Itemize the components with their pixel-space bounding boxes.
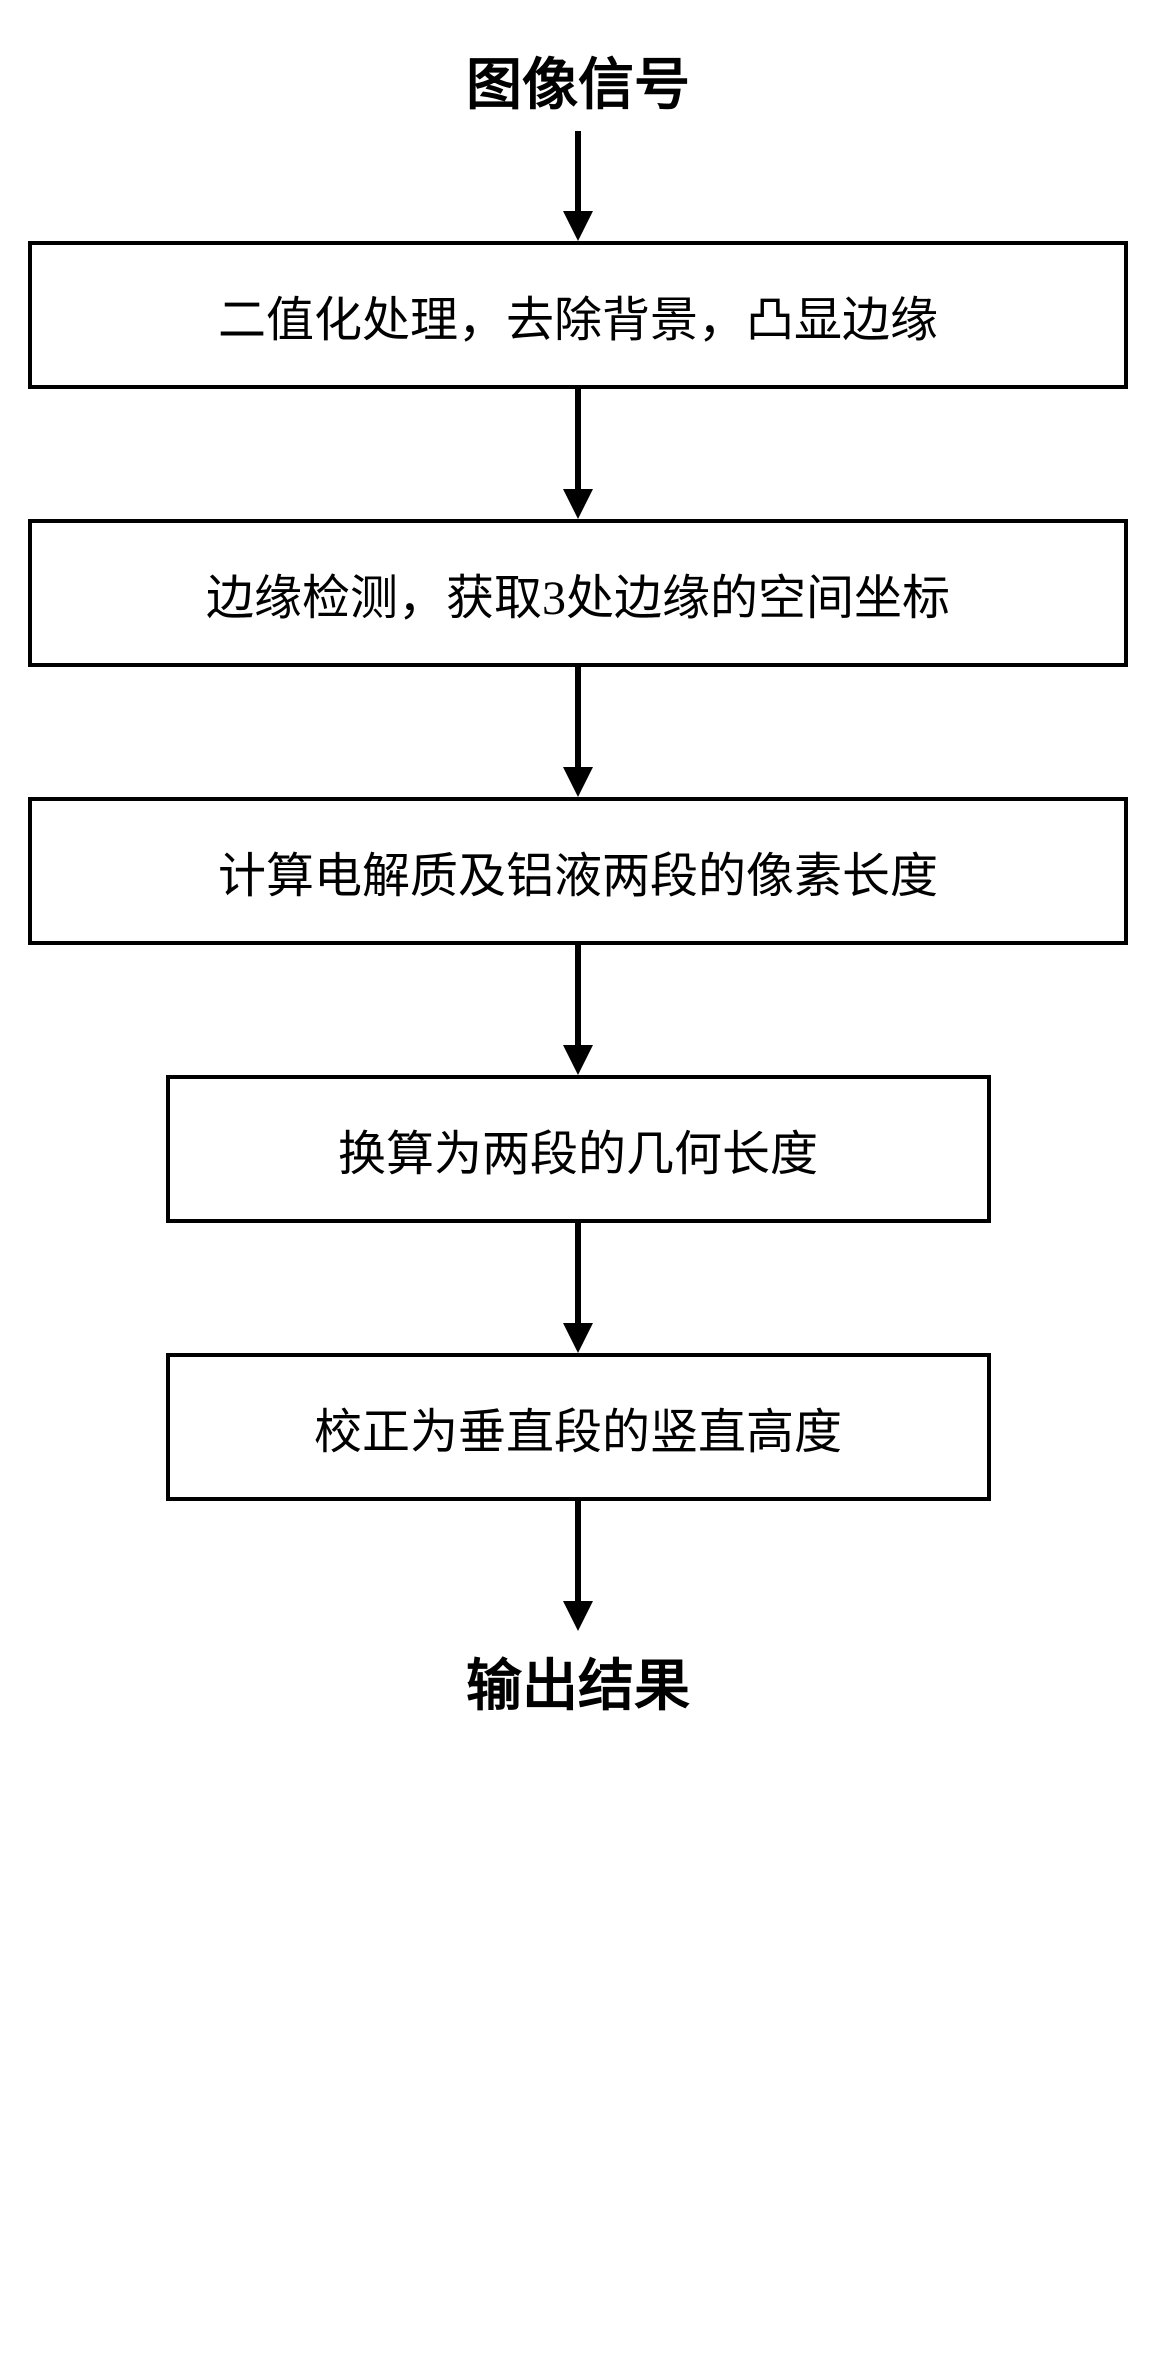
step-box-1: 二值化处理，去除背景，凸显边缘	[28, 241, 1128, 389]
arrow	[575, 131, 581, 241]
step-box-3: 计算电解质及铝液两段的像素长度	[28, 797, 1128, 945]
step-box-2: 边缘检测，获取3处边缘的空间坐标	[28, 519, 1128, 667]
arrow	[575, 1501, 581, 1631]
arrow	[575, 945, 581, 1075]
step-label: 校正为垂直段的竖直高度	[314, 1392, 842, 1462]
step-box-4: 换算为两段的几何长度	[166, 1075, 991, 1223]
arrow	[575, 389, 581, 519]
step-label: 换算为两段的几何长度	[338, 1114, 818, 1184]
arrow	[575, 1223, 581, 1353]
flowchart-end-title: 输出结果	[466, 1641, 690, 1722]
step-box-5: 校正为垂直段的竖直高度	[166, 1353, 991, 1501]
step-label: 边缘检测，获取3处边缘的空间坐标	[206, 558, 950, 628]
arrow	[575, 667, 581, 797]
step-label: 二值化处理，去除背景，凸显边缘	[218, 280, 938, 350]
flowchart-start-title: 图像信号	[466, 40, 690, 121]
step-label: 计算电解质及铝液两段的像素长度	[218, 836, 938, 906]
flowchart-container: 图像信号 二值化处理，去除背景，凸显边缘 边缘检测，获取3处边缘的空间坐标 计算…	[28, 40, 1128, 1722]
